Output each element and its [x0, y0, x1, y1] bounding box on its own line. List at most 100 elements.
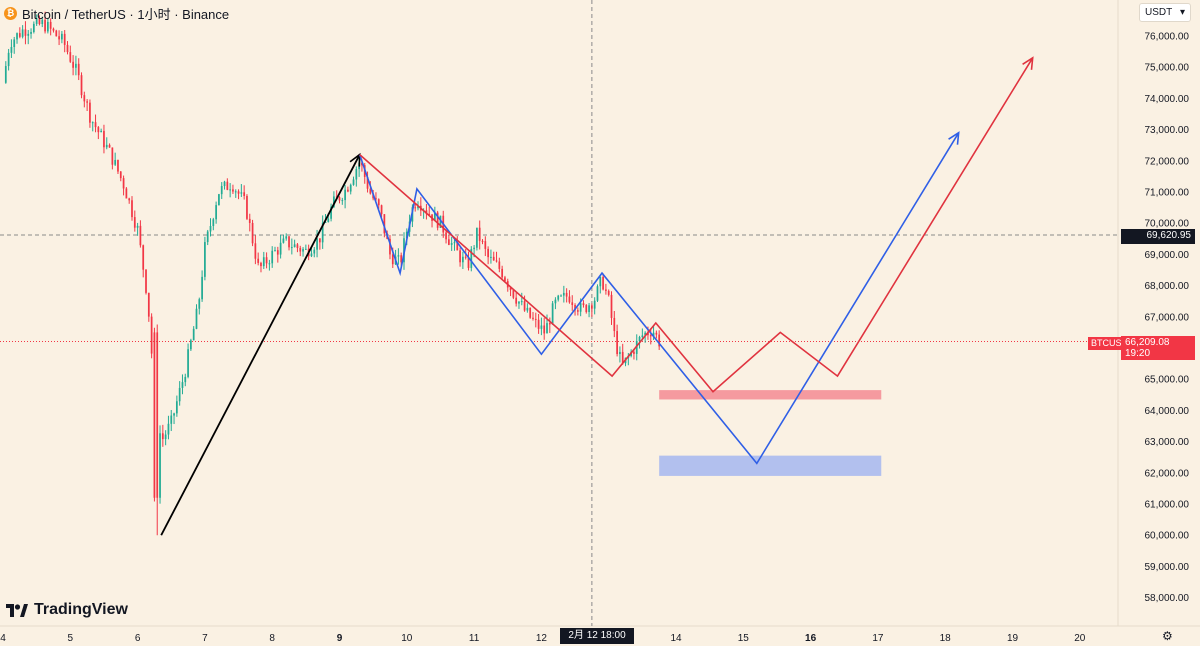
red-projection-path: [359, 57, 1034, 393]
candle-body: [546, 323, 548, 334]
candle-body: [133, 217, 136, 228]
candle-body: [633, 351, 635, 354]
candle-body: [218, 194, 220, 206]
candle-body: [476, 227, 478, 248]
candle-body: [565, 292, 568, 297]
candle-body: [447, 239, 450, 245]
candle-body: [504, 277, 506, 282]
candle-body: [136, 225, 139, 228]
candle-body: [347, 189, 349, 192]
candle-body: [190, 340, 192, 350]
candle-body: [321, 222, 324, 243]
candle-body: [361, 162, 363, 166]
candle-body: [445, 232, 447, 240]
candle-body: [268, 263, 271, 265]
candle-body: [548, 323, 551, 325]
candle-body: [638, 336, 641, 342]
candle-body: [187, 349, 189, 377]
candle-body: [175, 401, 178, 414]
candle-body: [251, 222, 254, 244]
candle-body: [49, 21, 52, 29]
candle-body: [285, 236, 288, 239]
candle-body: [290, 247, 293, 249]
candle-body: [181, 382, 184, 388]
candle-body: [302, 248, 304, 252]
black-arrow-head: [349, 152, 361, 167]
candle-body: [164, 434, 167, 440]
candle-body: [562, 292, 565, 296]
x-tick-label: 10: [401, 633, 413, 644]
candle-body: [117, 160, 119, 172]
candle-body: [178, 387, 181, 402]
candle-body: [344, 189, 346, 201]
candle-body: [459, 250, 461, 263]
y-tick-label: 75,000.00: [1145, 63, 1190, 74]
candle-body: [644, 332, 647, 336]
candle-body: [142, 245, 145, 270]
candle-body: [554, 299, 557, 304]
candle-body: [103, 130, 105, 148]
candle-body: [526, 307, 529, 311]
chevron-down-icon: ▾: [1179, 7, 1185, 18]
candle-body: [296, 244, 299, 248]
candle-body: [271, 250, 274, 264]
candle-body: [333, 196, 335, 207]
candle-body: [32, 23, 35, 32]
candle-body: [153, 332, 156, 498]
symbol-title[interactable]: ₿ Bitcoin / TetherUS · 1小时 · Binance: [4, 4, 229, 22]
y-tick-label: 62,000.00: [1145, 468, 1190, 479]
y-tick-label: 69,000.00: [1145, 250, 1190, 261]
candle-body: [260, 262, 262, 267]
candle-body: [605, 289, 607, 291]
currency-select[interactable]: USDT ▾: [1139, 3, 1191, 22]
candle-body: [397, 255, 400, 257]
candle-body: [131, 200, 133, 218]
candle-body: [619, 351, 621, 355]
tradingview-logo-icon: [6, 603, 28, 617]
candle-body: [560, 295, 562, 297]
candle-body: [492, 256, 495, 261]
candle-body: [105, 144, 108, 148]
candle-body: [201, 276, 203, 300]
candle-body: [111, 147, 114, 165]
candle-body: [635, 341, 638, 354]
candle-body: [532, 317, 534, 319]
candle-body: [593, 300, 596, 309]
crosshair-price-label: 69,620.95: [1121, 229, 1195, 244]
candle-body: [114, 160, 117, 165]
candle-body: [55, 30, 58, 37]
x-tick-label: 7: [202, 633, 208, 644]
candle-body: [52, 28, 55, 31]
candle-body: [414, 207, 417, 209]
tradingview-watermark[interactable]: TradingView: [6, 600, 128, 620]
candle-body: [206, 231, 209, 243]
candle-body: [464, 256, 467, 258]
y-tick-label: 61,000.00: [1145, 500, 1190, 511]
x-tick-label: 11: [469, 633, 480, 644]
candle-body: [184, 376, 187, 383]
candle-body: [139, 225, 142, 246]
candle-body: [44, 19, 46, 32]
candle-body: [167, 423, 170, 435]
candle-body: [574, 304, 576, 311]
x-tick-label: 15: [738, 633, 750, 644]
candle-body: [209, 226, 212, 232]
gear-icon[interactable]: ⚙: [1162, 629, 1173, 643]
candle-body: [7, 52, 10, 67]
candle-body: [338, 197, 341, 201]
y-tick-label: 60,000.00: [1145, 531, 1190, 542]
candle-body: [456, 242, 459, 251]
candle-body: [341, 200, 344, 202]
candle-body: [375, 198, 377, 200]
candle-body: [61, 33, 63, 40]
candle-body: [576, 310, 579, 312]
candle-body: [276, 250, 279, 255]
candle-body: [4, 66, 7, 83]
candle-body: [349, 184, 352, 192]
candle-body: [195, 308, 198, 329]
candle-body: [319, 238, 321, 243]
candle-body: [495, 260, 498, 262]
x-tick-label: 5: [68, 633, 74, 644]
candle-body: [568, 296, 571, 303]
